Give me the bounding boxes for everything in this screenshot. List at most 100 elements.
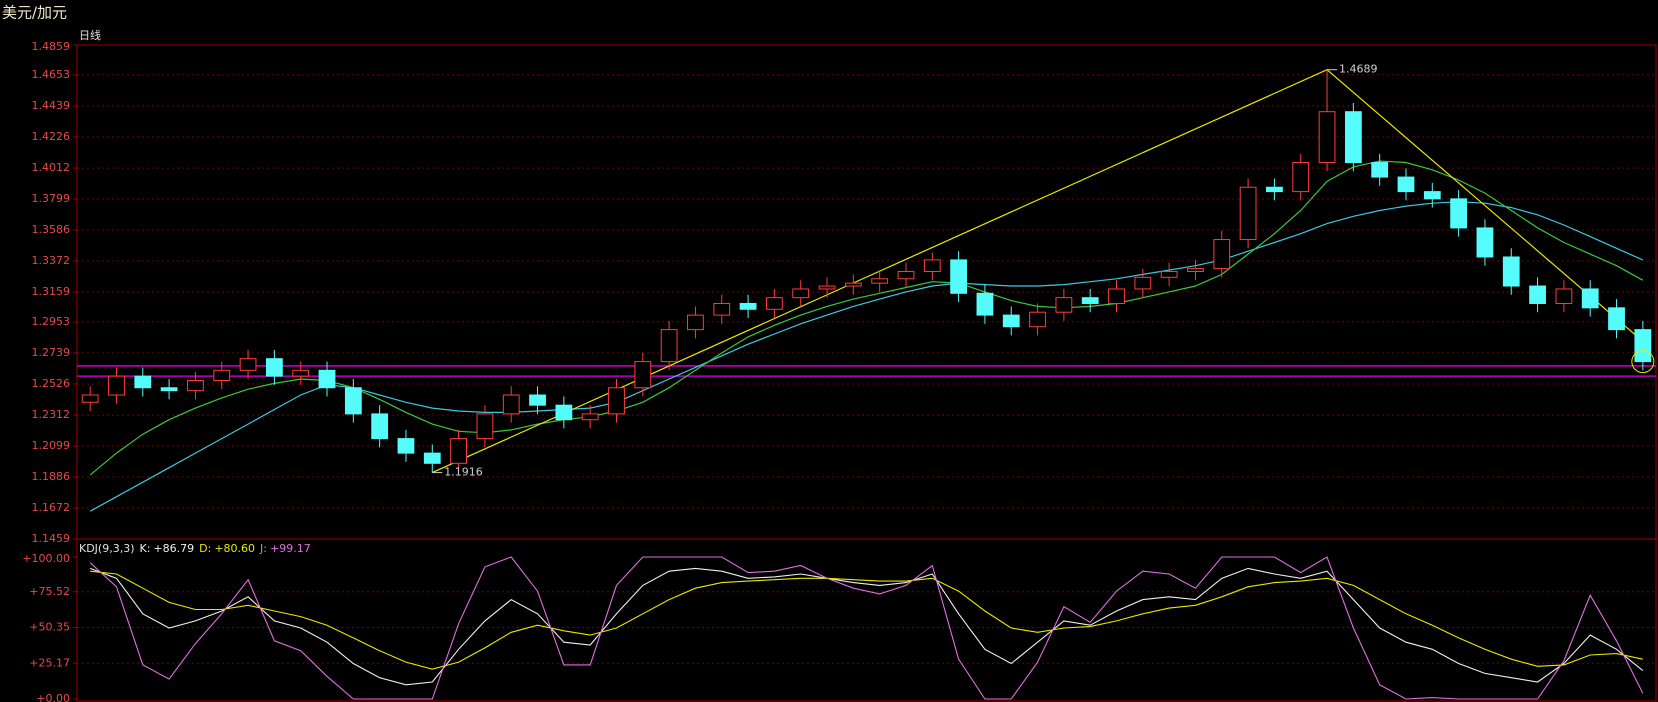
candle-body [1502,256,1520,287]
candle-body [1344,111,1362,164]
y-tick-label: 1.1672 [32,501,71,514]
candle-body [1002,314,1020,328]
candle-body [792,288,810,299]
y-tick-label: 1.4859 [32,40,71,53]
y-tick-label: 1.1886 [32,470,71,483]
y-tick-label: +100.00 [22,552,70,565]
candle-body [450,438,467,464]
candle-body [1081,297,1099,304]
y-tick-label: 1.1459 [32,532,71,545]
candle-body [581,413,599,421]
candle-body [1029,311,1046,328]
y-tick-label: 1.4226 [32,130,71,143]
candle-body [765,297,783,310]
indicator-title: KDJ(9,3,3) [79,542,135,555]
candle-body [923,259,941,273]
candle-body [344,387,362,415]
y-tick-label: 1.2526 [32,377,71,390]
candle-body [871,278,889,284]
candle-body [950,259,968,294]
candle-body [976,292,994,316]
candle-body [1187,268,1204,273]
indicator-line [90,570,1643,670]
candle-body [844,282,862,287]
y-tick-label: +25.17 [29,656,70,669]
candle-body [1529,285,1546,304]
y-tick-label: 1.3372 [32,254,71,267]
candle-body [397,438,415,454]
y-tick-label: 1.2099 [32,439,71,452]
candle-body [1397,176,1415,193]
legend-reading: +99.17 [270,542,311,555]
legend-reading: +80.60 [214,542,255,555]
moving-average-line [89,201,1644,512]
legend-reading: +86.79 [153,542,194,555]
y-tick-label: 1.2312 [32,408,71,421]
candle-body [1292,162,1310,193]
y-tick-label: 1.2953 [32,315,71,328]
legend-name: K: [140,542,151,555]
candle-body [634,361,652,389]
candle-body [502,394,520,415]
candle-body [213,369,231,381]
candle-body [1634,329,1652,363]
candle-body [687,314,704,331]
candle-body [1160,271,1178,278]
candle-body [1108,288,1125,304]
candle-body [1476,227,1494,258]
candle-body [371,413,389,440]
indicator-line [90,567,1644,686]
y-tick-label: +50.35 [29,621,70,634]
y-tick-label: 1.4439 [32,99,71,112]
candle-body [1608,307,1625,331]
candle-body [660,329,678,363]
candle-body [1318,111,1336,164]
legend-name: D: [199,542,211,555]
candle-body [239,358,257,371]
indicator-line [89,556,1644,700]
chart-title: 美元/加元 [2,4,67,22]
y-tick-label: 1.4653 [32,68,71,81]
kdj-panel-border [76,538,1657,702]
y-tick-label: 1.3799 [32,192,71,205]
candle-body [160,387,178,392]
candle-body [713,302,731,316]
candle-body [187,379,204,392]
price-annotation: 1.1916 [444,466,483,479]
candle-body [1055,297,1073,313]
y-tick-label: 1.3159 [32,285,71,298]
candle-body [1134,276,1152,290]
candle-body [608,387,625,415]
y-tick-label: 1.4012 [32,161,71,174]
moving-average-line [89,160,1644,476]
chart-subtitle: 日线 [79,28,101,42]
candle-body [81,394,99,403]
candle-body [1450,198,1468,229]
candle-body [1239,186,1257,241]
y-tick-label: +0.00 [36,692,70,702]
candle-body [476,413,494,440]
y-tick-label: 1.3586 [32,223,71,236]
y-tick-label: +75.52 [29,585,70,598]
candle-body [265,358,283,377]
candle-body [1371,162,1389,178]
candle-body [423,452,441,464]
candle-body [292,369,310,377]
y-tick-label: 1.2739 [32,346,71,359]
indicator-legend: KDJ(9,3,3) K: +86.79 D: +80.60 J: +99.17 [79,542,311,555]
candle-body [1213,239,1231,270]
candle-body [318,369,336,389]
price-annotation: 1.4689 [1339,63,1378,76]
candle-body [108,375,125,396]
highlight-circle [1631,350,1655,374]
candle-body [897,271,915,280]
candle-body [134,375,152,389]
candle-body [818,285,836,290]
candle-body [1266,186,1283,193]
candle-body [739,302,757,310]
candle-body [1555,288,1573,304]
candle-body [1581,288,1599,309]
legend-name: J: [259,542,267,555]
